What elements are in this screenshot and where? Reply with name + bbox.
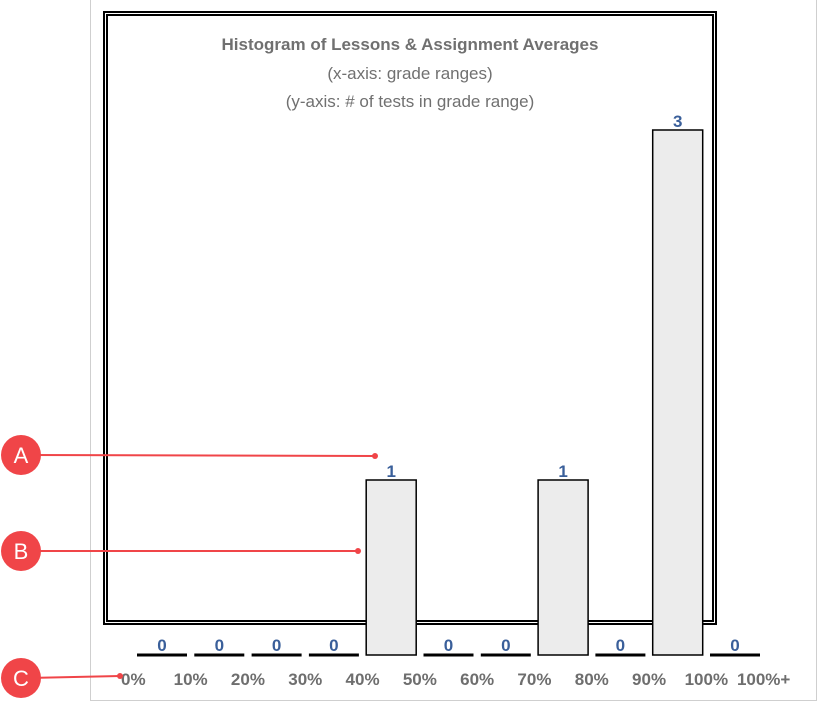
x-tick-label: 60% (460, 670, 494, 689)
bar-value-label: 0 (157, 636, 166, 655)
x-tick-label: 40% (346, 670, 380, 689)
callout-target-dot (355, 548, 361, 554)
x-tick-label: 10% (174, 670, 208, 689)
bar-value-label: 1 (558, 462, 567, 481)
callout-target-dot (372, 453, 378, 459)
bar-value-label: 0 (616, 636, 625, 655)
bar-value-label: 0 (501, 636, 510, 655)
x-tick-label: 100% (685, 670, 728, 689)
chart-title: Histogram of Lessons & Assignment Averag… (221, 35, 599, 54)
bar-value-label: 0 (272, 636, 281, 655)
bar-value-label: 0 (329, 636, 338, 655)
bar-value-label: 3 (673, 112, 682, 131)
callout-letter: B (14, 539, 29, 564)
histogram-bar (365, 479, 417, 656)
callout-target-dot (117, 673, 123, 679)
x-tick-label: 0% (121, 670, 146, 689)
x-tick-label: 100%+ (737, 670, 790, 689)
x-tick-label: 70% (517, 670, 551, 689)
x-tick-label: 80% (575, 670, 609, 689)
bar-value-label: 0 (215, 636, 224, 655)
callout-leader-line (27, 675, 121, 679)
chart-subtitle-x: (x-axis: grade ranges) (327, 64, 493, 83)
callout-letter: C (13, 666, 29, 691)
callout-letter: A (14, 443, 29, 468)
histogram-bar (537, 479, 589, 656)
callout-badge (1, 435, 41, 475)
x-tick-label: 20% (231, 670, 265, 689)
bar-value-label: 1 (386, 462, 395, 481)
x-tick-label: 30% (288, 670, 322, 689)
chart-subtitle-y: (y-axis: # of tests in grade range) (285, 92, 535, 111)
x-tick-label: 50% (403, 670, 437, 689)
histogram-panel (90, 0, 817, 701)
callout-badge (1, 531, 41, 571)
bar-value-label: 0 (730, 636, 739, 655)
histogram-bar (651, 129, 704, 656)
callout-leader-line (27, 454, 376, 457)
callout-badge (1, 658, 41, 698)
x-tick-label: 90% (632, 670, 666, 689)
bar-value-label: 0 (444, 636, 453, 655)
